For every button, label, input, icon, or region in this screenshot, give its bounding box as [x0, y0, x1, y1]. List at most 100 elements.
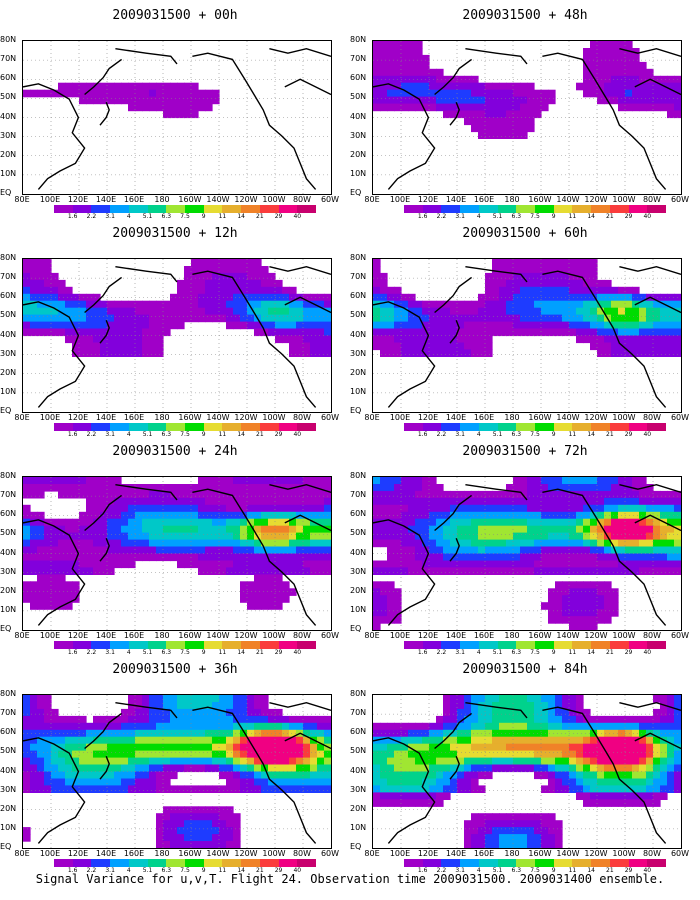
field-cell [219, 286, 227, 295]
field-cell [660, 757, 668, 766]
field-cell [100, 300, 108, 309]
field-cell [226, 266, 234, 274]
field-cell [408, 532, 416, 541]
field-cell [576, 266, 584, 274]
field-cell [30, 588, 38, 596]
field-cell [156, 785, 164, 793]
lat-tick-label: 80N [350, 253, 367, 262]
field-cell [464, 314, 472, 323]
field-cell [58, 757, 66, 766]
field-cell [478, 117, 486, 126]
field-cell [583, 546, 591, 555]
field-cell [177, 307, 185, 316]
field-cell [408, 539, 416, 548]
field-cell [394, 497, 402, 506]
lon-tick-label: 60W [320, 849, 340, 858]
field-cell [499, 546, 507, 555]
field-cell [471, 567, 479, 575]
field-cell [261, 743, 269, 752]
field-cell [590, 82, 598, 91]
field-cell [254, 272, 262, 281]
field-cell [93, 546, 101, 555]
field-cell [429, 771, 437, 780]
field-cell [471, 778, 479, 787]
field-cell [667, 695, 675, 703]
field-cell [667, 103, 675, 112]
field-cell [499, 110, 507, 119]
field-cell [23, 490, 31, 499]
field-cell [653, 750, 661, 759]
field-cell [597, 799, 605, 807]
field-cell [44, 518, 52, 527]
colorbar-swatch [628, 859, 648, 867]
field-cell [44, 778, 52, 787]
field-cell [401, 96, 409, 105]
field-cell [240, 708, 248, 717]
field-cell [415, 349, 423, 357]
lat-tick-label: EQ [0, 188, 12, 197]
field-cell [51, 729, 59, 738]
field-cell [233, 490, 241, 499]
field-cell [597, 525, 605, 534]
field-cell [450, 764, 458, 773]
field-cell [534, 743, 542, 752]
field-cell [611, 722, 619, 731]
field-cell [632, 342, 640, 351]
field-cell [212, 279, 220, 288]
field-cell [541, 96, 549, 105]
field-cell [667, 750, 675, 759]
field-cell [429, 525, 437, 534]
field-cell [576, 328, 584, 337]
field-cell [114, 553, 122, 562]
field-cell [394, 490, 402, 499]
lon-tick-label: 140E [95, 413, 117, 422]
field-cell [534, 259, 542, 267]
field-cell [79, 82, 87, 91]
field-cell [135, 82, 143, 91]
field-cell [275, 785, 283, 793]
field-cell [268, 736, 276, 745]
field-cell [478, 834, 486, 842]
field-cell [282, 525, 290, 534]
field-cell [618, 546, 626, 555]
field-cell [401, 736, 409, 745]
lat-tick-label: 60N [0, 291, 17, 301]
field-cell [394, 602, 402, 610]
field-cell [660, 342, 668, 351]
field-cell [149, 490, 157, 499]
field-cell [513, 279, 521, 288]
colorbar-swatch [72, 641, 92, 649]
field-cell [296, 736, 304, 745]
lon-tick-label: 180 [154, 413, 170, 422]
field-cell [163, 82, 171, 91]
field-cell [583, 792, 591, 800]
field-cell [275, 771, 283, 780]
field-cell [387, 553, 395, 562]
field-cell [485, 293, 493, 302]
field-cell [72, 771, 80, 780]
field-cell [142, 695, 150, 703]
field-cell [555, 293, 563, 302]
field-cell [674, 785, 681, 793]
field-cell [149, 335, 157, 344]
field-cell [233, 750, 241, 759]
field-cell [667, 511, 675, 520]
field-cell [156, 820, 164, 828]
field-cell [373, 279, 381, 288]
field-cell [205, 497, 213, 506]
field-cell [562, 546, 570, 555]
field-cell [520, 702, 528, 710]
field-cell [184, 539, 192, 548]
field-cell [163, 764, 171, 773]
field-cell [268, 532, 276, 541]
field-cell [541, 272, 549, 281]
field-cell [562, 581, 570, 589]
field-cell [37, 695, 45, 703]
colorbar-label: 7.5 [530, 431, 540, 438]
field-cell [163, 757, 171, 766]
field-cell [114, 490, 122, 499]
field-cell [58, 764, 66, 773]
field-cell [114, 743, 122, 752]
field-cell [65, 560, 73, 569]
panel-title: 2009031500 + 12h [112, 226, 238, 241]
